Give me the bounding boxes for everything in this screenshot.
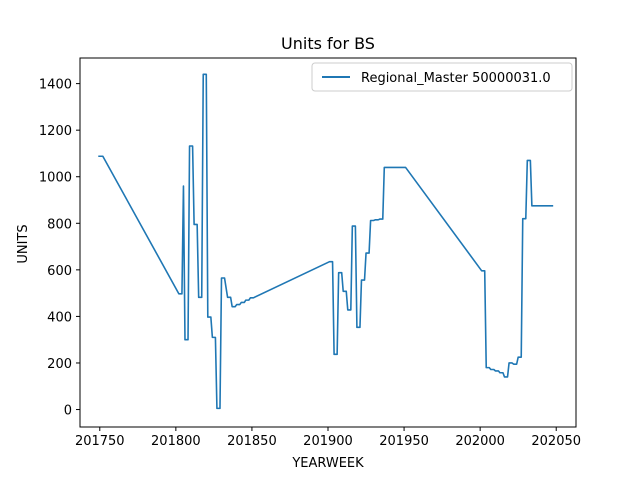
legend-series-label: Regional_Master 50000031.0 [361, 71, 551, 86]
y-tick-label: 1000 [39, 171, 72, 186]
y-tick-label: 800 [47, 217, 72, 232]
x-tick-label: 201800 [151, 434, 201, 449]
y-axis: 0 200 400 600 800 1000 1200 1400 [39, 78, 80, 419]
x-tick-label: 201850 [227, 434, 277, 449]
y-tick-label: 0 [64, 404, 72, 419]
legend: Regional_Master 50000031.0 [311, 62, 573, 92]
x-axis: 201750 201800 201850 201900 201950 202000 2020… [75, 427, 581, 449]
legend-box [311, 62, 573, 92]
x-tick-label: 201750 [75, 434, 125, 449]
x-tick-label: 202050 [531, 434, 581, 449]
y-tick-label: 600 [47, 264, 72, 279]
x-tick-label: 201900 [303, 434, 353, 449]
x-tick-label: 202000 [455, 434, 505, 449]
chart-title: Units for BS [281, 34, 375, 53]
series-line-0 [98, 73, 554, 410]
y-axis-label: UNITS [16, 224, 31, 263]
x-axis-label: YEARWEEK [291, 456, 364, 471]
x-tick-label: 201950 [379, 434, 429, 449]
y-tick-label: 200 [47, 357, 72, 372]
y-tick-label: 1200 [39, 124, 72, 139]
y-tick-label: 400 [47, 310, 72, 325]
y-tick-label: 1400 [39, 78, 72, 93]
